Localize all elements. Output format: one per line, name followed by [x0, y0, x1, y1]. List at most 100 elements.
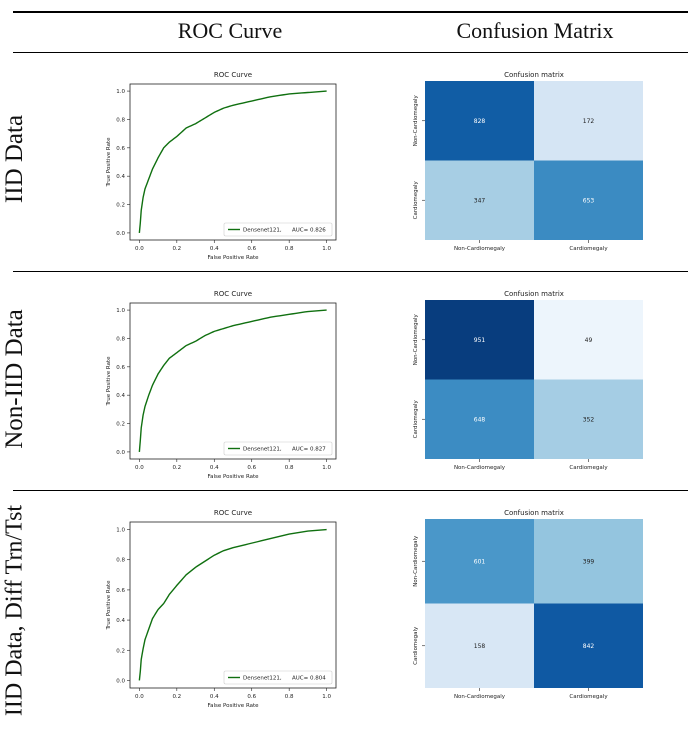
x-tick-label: 0.6 [247, 694, 256, 700]
y-tick-label: 0.8 [116, 558, 125, 564]
row-rule-2 [13, 490, 688, 491]
legend-auc-label: AUC= 0.827 [292, 447, 326, 453]
cell-value: 653 [583, 197, 595, 204]
y-tick-label: 0.6 [116, 588, 125, 594]
legend-box [223, 441, 333, 456]
matrix-cell [425, 603, 534, 688]
chart-title: Confusion matrix [504, 71, 564, 79]
chart-title: ROC Curve [214, 290, 252, 298]
x-tick-label: 0.8 [285, 694, 294, 700]
y-tick-label: 0.2 [116, 648, 125, 654]
x-tick-label: 0.4 [210, 465, 219, 471]
roc-curve-line [138, 90, 327, 233]
col-label: Non-Cardiomegaly [454, 465, 506, 471]
x-tick-label: 0.6 [247, 465, 256, 471]
y-tick-label: 0.0 [116, 231, 125, 237]
y-tick-label: 0.4 [116, 618, 125, 624]
x-tick-label: 0.0 [135, 465, 144, 471]
row-label: Non-Cardiomegaly [413, 94, 419, 146]
matrix-cell [425, 379, 534, 459]
plot-frame [129, 83, 337, 241]
y-tick-label: 0.2 [116, 203, 125, 209]
cell-value: 842 [583, 643, 595, 650]
x-tick-label: 0.8 [285, 246, 294, 252]
col-label: Cardiomegaly [569, 694, 608, 700]
y-tick-label: 0.8 [116, 336, 125, 342]
x-tick-label: 0.2 [172, 246, 181, 252]
row-label: Cardiomegaly [413, 399, 419, 438]
row-rule-1 [13, 271, 688, 272]
matrix-cell [534, 519, 643, 604]
roc-chart-non-iid: ROC Curve 0.0 0.2 0.4 0.6 0.8 1.0 0.0 0.2 0.4 0.6 0… [106, 290, 337, 480]
column-header-confusion: Confusion Matrix [456, 18, 614, 43]
y-axis-label: True Positive Rate [106, 580, 112, 631]
cell-value: 158 [474, 643, 486, 650]
chart-title: Confusion matrix [504, 509, 564, 517]
cell-value: 399 [583, 558, 595, 565]
matrix-cell [534, 160, 643, 240]
x-tick-label: 0.4 [210, 694, 219, 700]
y-tick-label: 1.0 [116, 528, 125, 534]
cell-value: 347 [474, 197, 486, 204]
x-tick-label: 0.4 [210, 246, 219, 252]
col-label: Non-Cardiomegaly [454, 246, 506, 252]
matrix-cell [425, 160, 534, 240]
y-tick-label: 0.4 [116, 393, 125, 399]
legend-series-name: Densenet121, [243, 228, 282, 234]
row-label: Cardiomegaly [413, 180, 419, 219]
y-tick-label: 0.8 [116, 117, 125, 123]
y-tick-label: 1.0 [116, 89, 125, 95]
legend-series-name: Densenet121, [243, 676, 282, 682]
x-axis-label: False Positive Rate [207, 474, 259, 480]
legend-auc-label: AUC= 0.826 [292, 228, 326, 234]
matrix-cell [425, 81, 534, 161]
confusion-matrix-non-iid: Confusion matrix 951 49 648 352 Non-Cardiomeg… [413, 290, 643, 471]
row-label: Cardiomegaly [413, 626, 419, 665]
y-axis-label: True Positive Rate [106, 356, 112, 407]
matrix-cell [534, 81, 643, 161]
row-label-iid-diff: IID Data, Diff Trn/Tst [1, 504, 28, 717]
y-tick-label: 0.6 [116, 365, 125, 371]
x-tick-label: 0.6 [247, 246, 256, 252]
header-rule [13, 52, 688, 53]
cell-value: 648 [474, 416, 486, 423]
cell-value: 601 [474, 558, 486, 565]
chart-title: Confusion matrix [504, 290, 564, 298]
cell-value: 828 [474, 118, 486, 125]
cell-value: 352 [583, 416, 595, 423]
cell-value: 951 [474, 337, 486, 344]
matrix-cell [534, 300, 643, 380]
y-axis-label: True Positive Rate [106, 137, 112, 188]
confusion-matrix-iid-diff: Confusion matrix 601 399 158 842 Non-Cardiome… [413, 509, 643, 700]
matrix-cell [534, 603, 643, 688]
x-tick-label: 1.0 [322, 465, 331, 471]
x-tick-label: 0.8 [285, 465, 294, 471]
col-label: Non-Cardiomegaly [454, 694, 506, 700]
y-tick-label: 0.2 [116, 422, 125, 428]
legend-box [223, 670, 333, 685]
column-header-roc: ROC Curve [177, 18, 283, 43]
row-label-non-iid: Non-IID Data [1, 309, 28, 449]
y-tick-label: 0.0 [116, 450, 125, 456]
chart-title: ROC Curve [214, 71, 252, 79]
plot-frame [129, 521, 337, 689]
row-label-iid: IID Data [1, 114, 28, 204]
x-axis-label: False Positive Rate [207, 255, 259, 261]
legend-box [223, 222, 333, 237]
row-label: Non-Cardiomegaly [413, 313, 419, 365]
row-label: Non-Cardiomegaly [413, 535, 419, 587]
matrix-cell [425, 300, 534, 380]
x-axis-label: False Positive Rate [207, 703, 259, 709]
cell-value: 172 [583, 118, 595, 125]
y-tick-label: 0.6 [116, 146, 125, 152]
roc-curve-line [138, 309, 327, 452]
legend-auc-label: AUC= 0.804 [292, 676, 326, 682]
matrix-cell [425, 519, 534, 604]
top-rule [13, 11, 688, 13]
x-tick-label: 1.0 [322, 694, 331, 700]
cell-value: 49 [585, 337, 593, 344]
roc-curve-line [138, 528, 327, 681]
x-tick-label: 0.2 [172, 694, 181, 700]
x-tick-label: 0.2 [172, 465, 181, 471]
matrix-cell [534, 379, 643, 459]
